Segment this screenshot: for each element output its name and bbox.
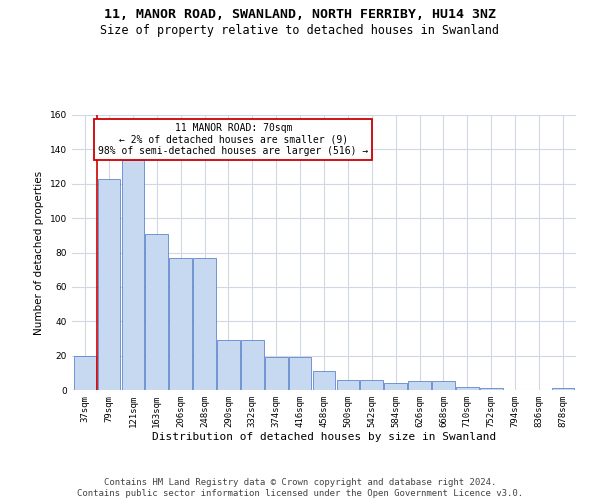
- Bar: [169, 258, 192, 390]
- Bar: [408, 382, 431, 390]
- Bar: [551, 388, 574, 390]
- Bar: [456, 386, 479, 390]
- Bar: [98, 178, 121, 390]
- Text: Contains HM Land Registry data © Crown copyright and database right 2024.
Contai: Contains HM Land Registry data © Crown c…: [77, 478, 523, 498]
- Bar: [217, 340, 240, 390]
- Bar: [241, 340, 263, 390]
- Text: 11 MANOR ROAD: 70sqm
← 2% of detached houses are smaller (9)
98% of semi-detache: 11 MANOR ROAD: 70sqm ← 2% of detached ho…: [98, 123, 368, 156]
- Bar: [265, 358, 287, 390]
- Bar: [385, 383, 407, 390]
- Text: Size of property relative to detached houses in Swanland: Size of property relative to detached ho…: [101, 24, 499, 37]
- Bar: [361, 380, 383, 390]
- Bar: [193, 258, 216, 390]
- Bar: [74, 356, 97, 390]
- Bar: [289, 358, 311, 390]
- Text: Distribution of detached houses by size in Swanland: Distribution of detached houses by size …: [152, 432, 496, 442]
- Bar: [337, 380, 359, 390]
- Bar: [432, 382, 455, 390]
- Bar: [313, 371, 335, 390]
- Y-axis label: Number of detached properties: Number of detached properties: [34, 170, 44, 334]
- Bar: [480, 388, 503, 390]
- Bar: [122, 160, 144, 390]
- Bar: [145, 234, 168, 390]
- Text: 11, MANOR ROAD, SWANLAND, NORTH FERRIBY, HU14 3NZ: 11, MANOR ROAD, SWANLAND, NORTH FERRIBY,…: [104, 8, 496, 20]
